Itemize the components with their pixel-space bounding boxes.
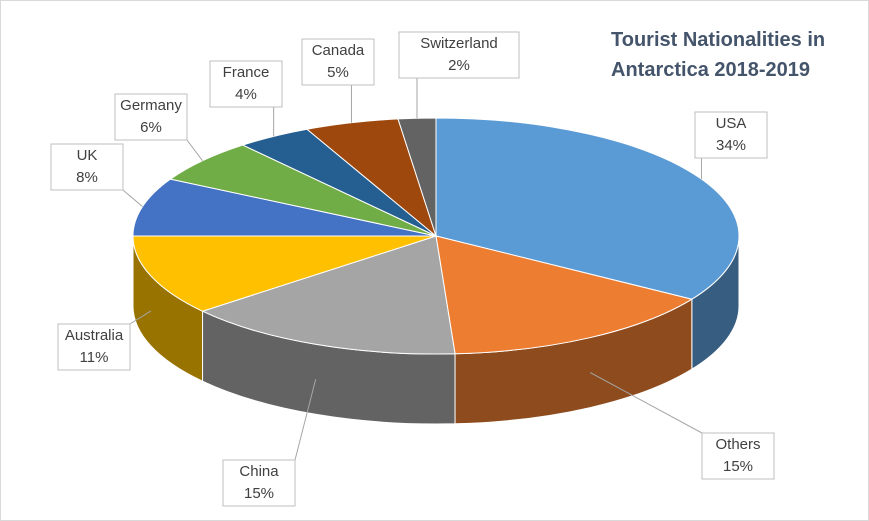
label-box	[222, 459, 296, 507]
slice	[132, 178, 437, 237]
value-label: 11%	[80, 349, 109, 366]
label-box	[57, 323, 131, 371]
category-label: Australia	[65, 327, 124, 344]
category-label: USA	[716, 115, 747, 132]
label-box	[398, 31, 520, 79]
label-box	[50, 143, 124, 191]
value-label: 6%	[140, 119, 162, 136]
category-label: Canada	[312, 42, 365, 59]
value-label: 34%	[716, 137, 746, 154]
slice	[435, 235, 694, 355]
label-box	[301, 38, 375, 86]
category-label: Others	[715, 436, 760, 453]
leader-line	[186, 139, 203, 162]
label-box	[209, 60, 283, 108]
label-box	[701, 432, 775, 480]
slice	[132, 235, 437, 312]
slice	[435, 117, 740, 300]
value-label: 2%	[448, 57, 470, 74]
category-label: UK	[77, 147, 98, 164]
label-box	[694, 111, 768, 159]
value-label: 4%	[235, 86, 257, 103]
category-label: Switzerland	[420, 35, 498, 52]
leader-line	[122, 189, 143, 208]
value-label: 5%	[327, 64, 349, 81]
category-label: China	[239, 463, 279, 480]
category-label: Germany	[120, 97, 182, 114]
leader-line	[129, 310, 152, 325]
label-box	[114, 93, 188, 141]
leader-line	[294, 379, 317, 461]
leader-line	[590, 372, 703, 434]
value-label: 8%	[76, 169, 98, 186]
category-label: France	[223, 64, 270, 81]
chart-title: Tourist Nationalities in Antarctica 2018…	[611, 29, 826, 81]
value-label: 15%	[244, 485, 274, 502]
value-label: 15%	[723, 458, 753, 475]
slice	[201, 235, 456, 355]
